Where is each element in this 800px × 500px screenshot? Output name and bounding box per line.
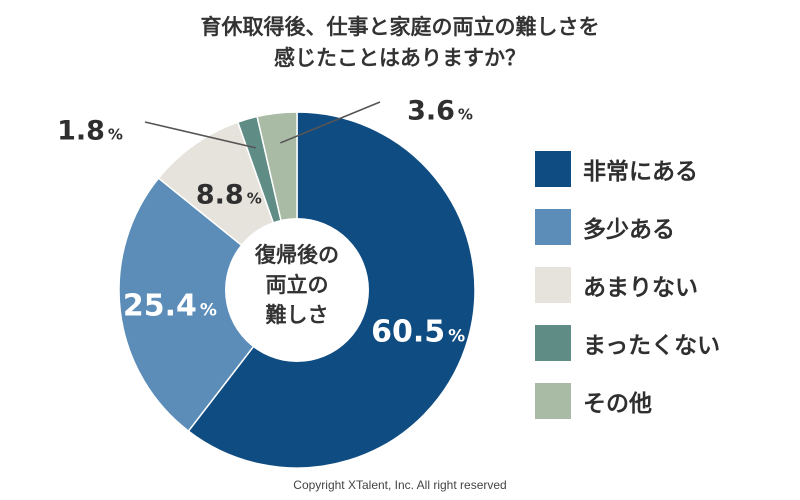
chart-title-line-2: 感じたことはありますか？ [274, 46, 526, 70]
value-unit: % [247, 190, 262, 208]
legend-label: まったくない [583, 333, 721, 359]
legend-item-not-much: あまりない [535, 266, 785, 304]
center-label-line-3: 難しさ [266, 303, 329, 327]
chart-title: 育休取得後、仕事と家庭の両立の難しさを 感じたことはありますか？ [0, 12, 800, 74]
value-number: 8.8 [196, 180, 244, 211]
legend-label: あまりない [583, 275, 698, 301]
legend-swatch [535, 325, 571, 361]
value-label-not-much: 8.8% [196, 180, 262, 211]
leader-line-other [280, 101, 381, 144]
value-unit: % [448, 327, 465, 347]
value-number: 1.8 [57, 115, 105, 146]
legend-swatch [535, 151, 571, 187]
legend-item-very-much: 非常にある [535, 150, 785, 188]
donut-hole [225, 218, 369, 362]
value-label-somewhat: 25.4% [123, 289, 217, 324]
value-unit: % [108, 125, 123, 143]
chart-title-line-1: 育休取得後、仕事と家庭の両立の難しさを [200, 15, 600, 39]
value-unit: % [200, 301, 217, 321]
value-number: 25.4 [123, 289, 197, 324]
value-label-other: 3.6% [407, 95, 473, 126]
legend-label: その他 [583, 391, 652, 417]
center-label-line-2: 両立の [266, 273, 329, 297]
legend-item-other: その他 [535, 382, 785, 420]
center-label-line-1: 復帰後の [254, 243, 339, 267]
value-number: 60.5 [371, 315, 445, 350]
slice-somewhat [118, 177, 299, 433]
copyright-footer: Copyright XTalent, Inc. All right reserv… [293, 478, 507, 492]
leader-line-not-at-all [144, 121, 256, 149]
legend-label: 非常にある [583, 159, 698, 185]
value-label-very-much: 60.5% [371, 315, 465, 350]
legend-swatch [535, 209, 571, 245]
legend-label: 多少ある [583, 217, 675, 243]
legend-swatch [535, 383, 571, 419]
value-number: 3.6 [407, 95, 455, 126]
value-unit: % [458, 105, 473, 123]
legend-item-somewhat: 多少ある [535, 208, 785, 246]
legend-item-not-at-all: まったくない [535, 324, 785, 362]
legend: 非常にある多少あるあまりないまったくない その他 [535, 150, 785, 440]
legend-swatch [535, 267, 571, 303]
value-label-not-at-all: 1.8% [57, 115, 123, 146]
